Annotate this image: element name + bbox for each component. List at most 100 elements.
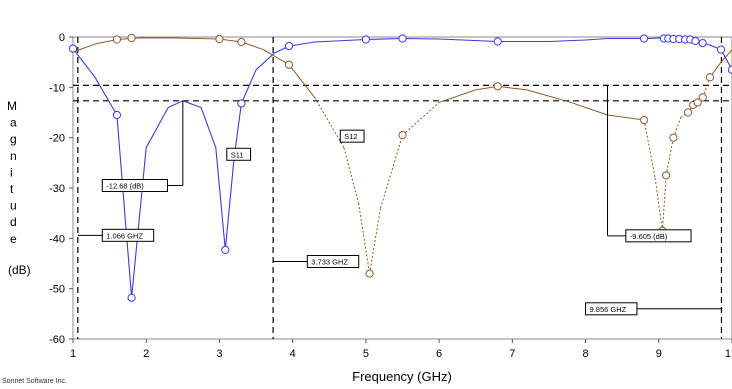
plot-frame <box>72 36 732 340</box>
data-point-s12 <box>365 269 374 278</box>
data-point-s12 <box>705 73 715 82</box>
data-point-s12 <box>398 131 407 140</box>
y-label-letter: u <box>10 199 17 213</box>
x-tick-label: 8 <box>582 348 588 360</box>
y-axis-unit: (dB) <box>8 263 31 277</box>
y-tick-label: -50 <box>49 284 65 296</box>
series-segment-s12 <box>438 89 476 103</box>
annotation-box <box>339 129 365 143</box>
data-point-s12 <box>284 60 294 69</box>
annotation-box <box>306 254 360 268</box>
series-segment-s12 <box>672 117 682 138</box>
data-point-s12 <box>662 171 671 180</box>
y-tick-label: -10 <box>49 82 65 94</box>
y-tick-label: -20 <box>49 133 65 145</box>
data-point-s12 <box>698 93 707 102</box>
data-point-s12 <box>683 108 693 117</box>
series-segment-s12 <box>526 89 572 103</box>
x-tick-label: 1 <box>70 348 76 360</box>
series-segment-s12 <box>402 102 440 136</box>
x-tick-label: 5 <box>363 348 369 360</box>
annotation-box <box>625 229 692 243</box>
annotation-label: S12 <box>344 132 357 141</box>
data-point-s11 <box>493 37 502 46</box>
series-markers <box>68 33 732 302</box>
series-segment-s12 <box>175 37 220 40</box>
series-segment-s12 <box>643 119 656 179</box>
data-point-s12 <box>112 35 122 44</box>
reference-lines <box>73 37 732 339</box>
x-tick-label: 4 <box>290 348 296 360</box>
annotation-label: 1.066 GHZ <box>106 231 143 240</box>
annotation-box <box>226 147 252 161</box>
x-axis-label: Frequency (GHz) <box>352 369 452 384</box>
annotations: S11 S12 -12.68 (dB) -9.605 (dB) 1.066 GHZ 3.7… <box>77 85 722 316</box>
y-label-letter: e <box>10 232 17 246</box>
x-axis-ticks: 1 2 3 4 5 6 7 8 9 1 <box>70 339 732 360</box>
series-segment-s12 <box>72 43 96 53</box>
data-point-s12 <box>215 34 224 44</box>
data-point-s11 <box>112 110 122 120</box>
series-segment-s12 <box>380 135 403 209</box>
data-point-s11 <box>698 38 707 48</box>
y-label-letter: a <box>10 116 17 130</box>
data-point-s11 <box>127 293 136 302</box>
footer-text: Sonnet Software Inc. <box>2 378 67 385</box>
data-point-s11 <box>398 34 407 43</box>
data-point-s12 <box>127 33 136 43</box>
series-segment-s12 <box>720 49 732 63</box>
x-tick-label: 9 <box>656 348 662 360</box>
series-segment-s12 <box>661 175 667 231</box>
data-point-s11 <box>361 35 370 44</box>
x-tick-label: 7 <box>509 348 515 360</box>
data-point-s12 <box>669 133 678 142</box>
annotation-box <box>101 228 155 242</box>
annotation-label: S11 <box>231 150 244 159</box>
data-point-s11 <box>691 36 700 46</box>
annotation-label: 3.733 GHZ <box>311 257 348 266</box>
series-segment-s12 <box>570 101 608 116</box>
data-point-s11 <box>68 44 78 53</box>
data-point-s11 <box>284 41 294 51</box>
y-axis-ticks: 0 -10 -20 -30 -40 -50 -60 <box>49 32 73 346</box>
data-point-s12 <box>693 98 702 107</box>
data-point-s11 <box>221 245 230 255</box>
y-label-letter: g <box>10 132 17 146</box>
series-segment-s12 <box>680 112 689 118</box>
x-tick-label: 2 <box>143 348 149 360</box>
data-point-s11 <box>237 99 246 108</box>
y-label-letter: d <box>10 215 17 229</box>
data-point-s12 <box>237 37 246 47</box>
y-label-letter: M <box>7 99 17 113</box>
y-label-letter: n <box>10 149 17 163</box>
annotation-box <box>585 302 638 316</box>
y-tick-label: -40 <box>49 233 65 245</box>
series-line-s11 <box>72 37 732 298</box>
series-segment-s12 <box>314 97 345 148</box>
series-segment-s12 <box>607 114 645 121</box>
y-tick-label: -60 <box>49 334 65 346</box>
series-segment-s12 <box>263 49 290 66</box>
data-point-s12 <box>640 115 649 125</box>
series-segment-s12 <box>343 147 360 204</box>
x-tick-label: 1 <box>725 348 731 360</box>
y-label-letter: t <box>10 182 14 196</box>
series-segment-s12 <box>497 85 528 91</box>
data-point-s12 <box>493 82 502 91</box>
series-segment-s12 <box>288 64 316 98</box>
data-point-s11 <box>640 34 649 43</box>
series-segment-s12 <box>665 137 674 176</box>
series-segment-s12 <box>654 177 663 231</box>
y-tick-label: 0 <box>59 32 65 44</box>
annotation-label: -9.605 (dB) <box>630 232 668 241</box>
y-label-letter: i <box>10 165 13 179</box>
data-point-s11 <box>727 65 732 74</box>
annotation-label: 9.856 GHZ <box>590 305 627 314</box>
series-segment-s12 <box>358 203 371 274</box>
y-tick-label: -30 <box>49 183 65 195</box>
data-point-s11 <box>716 45 726 54</box>
x-tick-label: 6 <box>436 348 442 360</box>
x-tick-label: 3 <box>216 348 222 360</box>
